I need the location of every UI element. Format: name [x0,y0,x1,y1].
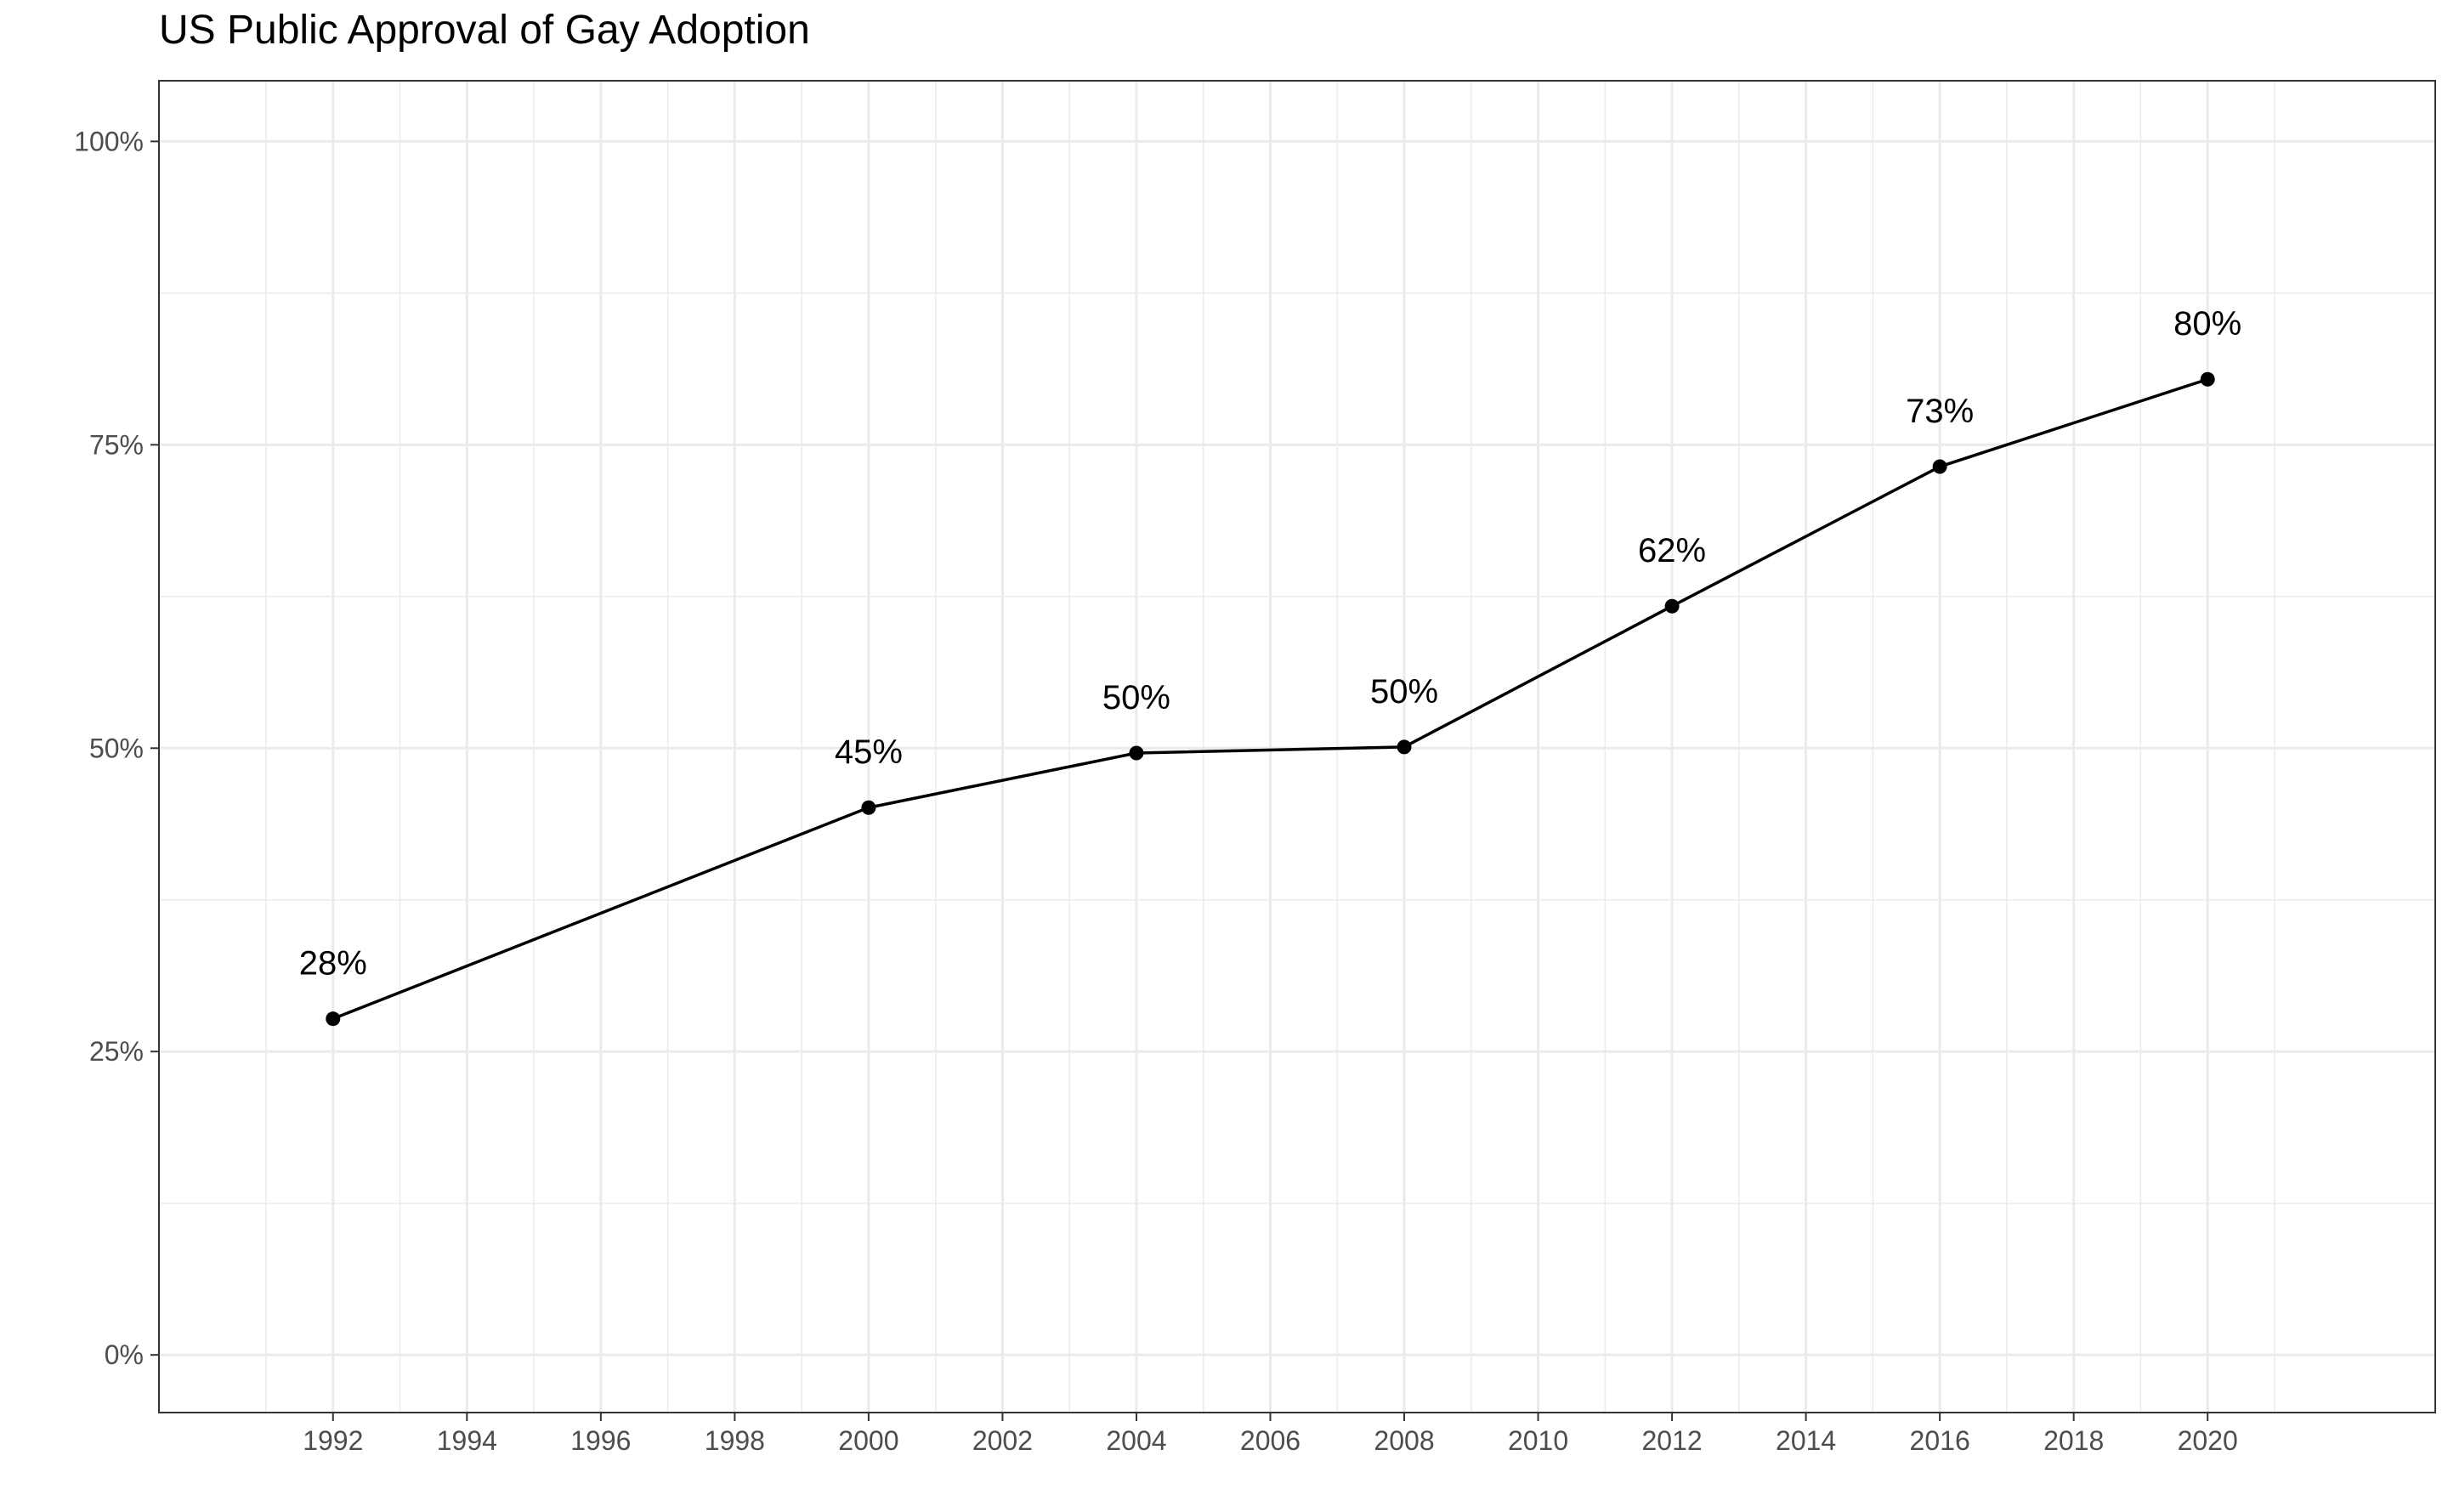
data-label: 50% [1102,679,1170,716]
x-tick-label: 2012 [1641,1425,1702,1456]
data-point [1932,459,1947,474]
data-label: 50% [1370,673,1438,711]
x-tick-label: 2020 [2178,1425,2238,1456]
x-tick-label: 1998 [705,1425,765,1456]
y-tick-label: 0% [105,1339,144,1370]
y-tick-label: 75% [89,429,144,460]
x-tick-label: 1996 [570,1425,631,1456]
series-layer [326,371,2215,1027]
data-label: 45% [835,733,903,771]
data-point [1129,745,1144,761]
major-gridlines [159,81,2435,1413]
x-tick-label: 2016 [1910,1425,1970,1456]
x-tick-label: 2014 [1776,1425,1836,1456]
data-point [326,1011,341,1027]
panel-border [158,80,2436,1413]
y-tick-label: 100% [74,126,144,156]
x-tick-label: 2000 [838,1425,898,1456]
axes: 1992 1994 1996 1998 2000 2002 2004 2006 2008 2010… [74,126,2238,1456]
x-tick-label: 2004 [1106,1425,1166,1456]
y-tick-label: 25% [89,1036,144,1067]
data-label: 73% [1906,393,1974,430]
x-tick-label: 2010 [1508,1425,1568,1456]
x-tick-label: 2002 [972,1425,1033,1456]
data-point [2200,371,2215,387]
x-tick-label: 1994 [437,1425,497,1456]
y-tick-label: 50% [89,733,144,763]
data-label: 80% [2173,305,2241,343]
data-point [861,800,876,815]
x-tick-label: 2018 [2043,1425,2104,1456]
chart-title: US Public Approval of Gay Adoption [159,8,810,53]
x-tick-label: 2006 [1240,1425,1300,1456]
data-point [1664,598,1680,614]
data-labels: 28% 45% 50% 50% 62% 73% 80% [299,305,2241,982]
minor-gridlines [159,81,2435,1413]
x-tick-label: 1992 [303,1425,363,1456]
data-label: 62% [1638,532,1706,569]
data-point [1397,739,1412,755]
data-label: 28% [299,945,367,983]
x-tick-label: 2008 [1374,1425,1434,1456]
